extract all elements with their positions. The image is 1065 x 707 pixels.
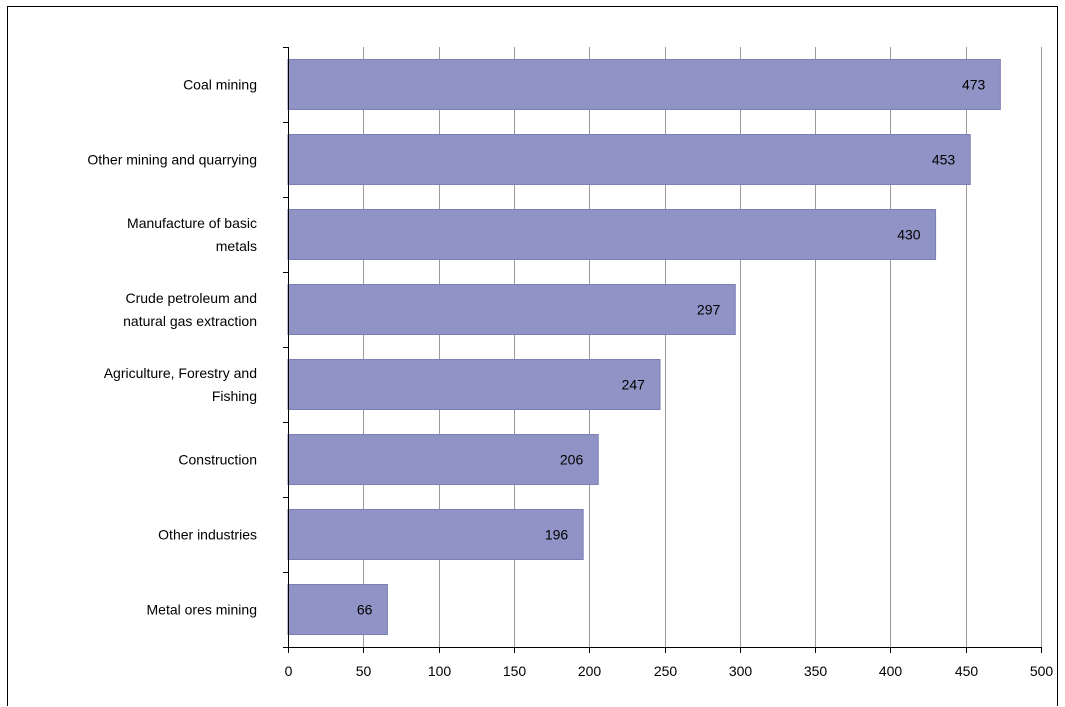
data-label-4: 247 <box>622 377 646 393</box>
category-label-3: Crude petroleum and natural gas extractio… <box>123 290 257 329</box>
bar-6 <box>287 509 584 560</box>
category-label-5: Construction <box>178 452 257 468</box>
category-label-4: Agriculture, Forestry and Fishing <box>104 365 257 404</box>
category-label-2: Manufacture of basic metals <box>127 215 257 254</box>
x-tick-label-500: 500 <box>1030 663 1054 679</box>
x-tick-label-50: 50 <box>356 663 372 679</box>
bar-1 <box>287 134 971 185</box>
bar-chart: 473 453 430 297 247 206 196 66 0 50 100 150 200 250 30… <box>87 47 1053 680</box>
x-tick-label-250: 250 <box>654 663 678 679</box>
labels: 473 453 430 297 247 206 196 66 0 50 100 150 200 250 30… <box>87 77 1053 680</box>
bar-3 <box>287 284 736 335</box>
bar-5 <box>287 434 599 485</box>
bars <box>287 59 1001 635</box>
bar-2 <box>287 209 937 260</box>
x-tick-label-150: 150 <box>503 663 527 679</box>
chart-frame: 473 453 430 297 247 206 196 66 0 50 100 150 200 250 30… <box>7 6 1058 706</box>
x-tick-label-200: 200 <box>578 663 602 679</box>
data-label-1: 453 <box>932 152 956 168</box>
x-tick-label-100: 100 <box>428 663 452 679</box>
category-label-7: Metal ores mining <box>147 602 258 618</box>
data-label-0: 473 <box>962 77 986 93</box>
bar-0 <box>287 59 1001 110</box>
category-label-6: Other industries <box>158 527 257 543</box>
category-label-1: Other mining and quarrying <box>87 152 257 168</box>
data-label-2: 430 <box>897 227 921 243</box>
data-label-7: 66 <box>357 602 373 618</box>
x-tick-label-400: 400 <box>879 663 903 679</box>
data-label-5: 206 <box>560 452 584 468</box>
x-tick-label-300: 300 <box>729 663 753 679</box>
bar-4 <box>287 359 661 410</box>
data-label-3: 297 <box>697 302 721 318</box>
x-tick-label-450: 450 <box>955 663 979 679</box>
x-tick-label-0: 0 <box>285 663 293 679</box>
bar-7 <box>287 584 388 635</box>
x-tick-label-350: 350 <box>804 663 828 679</box>
axes <box>283 47 1042 653</box>
data-label-6: 196 <box>545 527 569 543</box>
category-label-0: Coal mining <box>183 77 257 93</box>
